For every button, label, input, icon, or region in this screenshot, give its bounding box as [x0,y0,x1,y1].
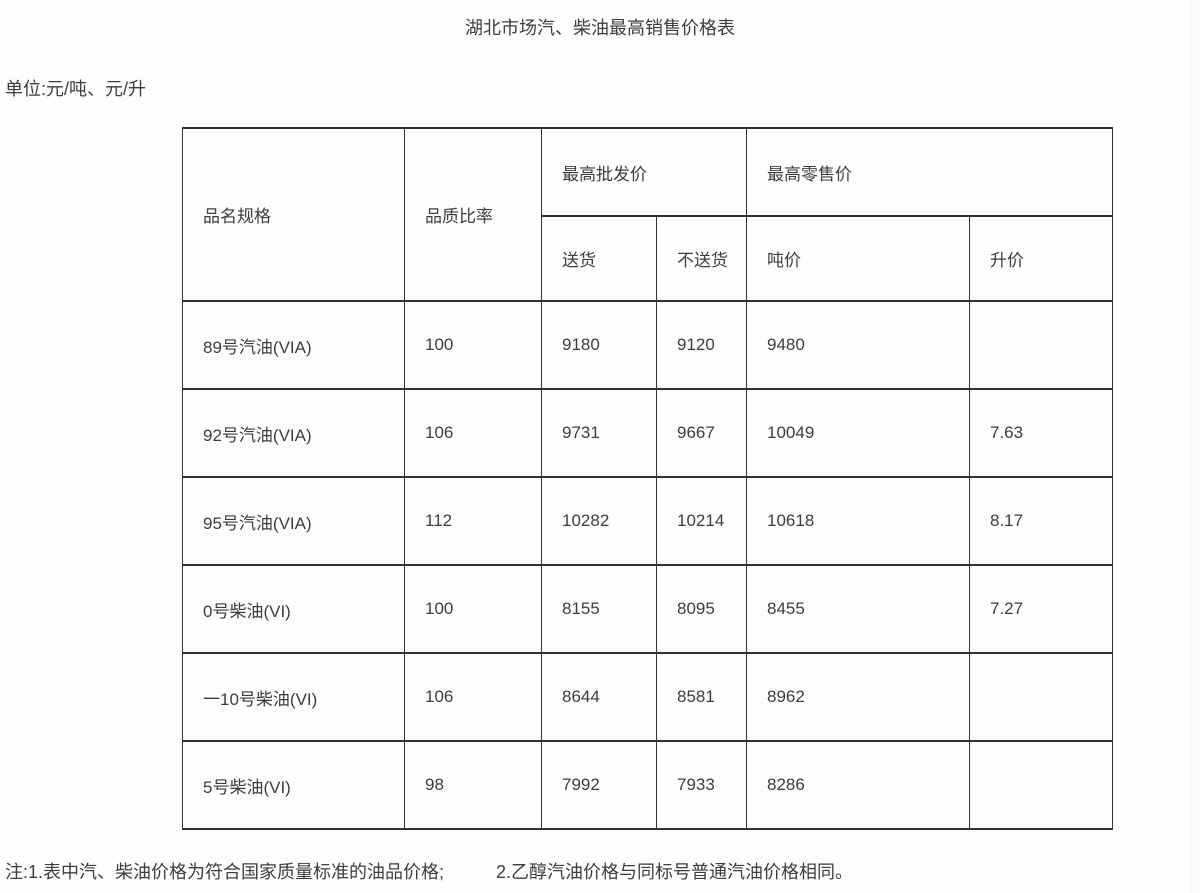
header-row-1: 品名规格 品质比率 最高批发价 最高零售价 [182,127,1113,302]
cell-wholesale-not-delivered: 7933 [656,740,747,830]
cell-wholesale-delivered: 8155 [541,564,657,654]
cell-wholesale-delivered: 9180 [541,300,657,390]
header-ton-price: 吨价 [746,215,970,302]
cell-wholesale-delivered: 7992 [541,740,657,830]
cell-retail-ton: 8286 [746,740,970,830]
table-body: 89号汽油(VIA) 100 9180 9120 9480 92号汽油(VIA)… [182,300,1113,830]
cell-quality-ratio: 100 [404,300,542,390]
table-row: 89号汽油(VIA) 100 9180 9120 9480 [182,300,1113,390]
table-row: 0号柴油(VI) 100 8155 8095 8455 7.27 [182,564,1113,654]
cell-quality-ratio: 106 [404,388,542,478]
header-max-retail: 最高零售价 [746,127,1113,217]
cell-wholesale-not-delivered: 10214 [656,476,747,566]
cell-product: 95号汽油(VIA) [182,476,405,566]
cell-quality-ratio: 100 [404,564,542,654]
cell-quality-ratio: 112 [404,476,542,566]
header-max-wholesale: 最高批发价 [541,127,747,217]
cell-wholesale-not-delivered: 9120 [656,300,747,390]
cell-product: 5号柴油(VI) [182,740,405,830]
price-table: 品名规格 品质比率 最高批发价 最高零售价 送货 不送货 吨价 升价 89号汽油… [182,127,1113,830]
footnote: 注:1.表中汽、柴油价格为符合国家质量标准的油品价格; 2.乙醇汽油价格与同标号普… [5,858,853,884]
cell-wholesale-delivered: 8644 [541,652,657,742]
cell-retail-ton: 8962 [746,652,970,742]
cell-wholesale-not-delivered: 8095 [656,564,747,654]
cell-retail-liter [969,652,1113,742]
cell-wholesale-not-delivered: 8581 [656,652,747,742]
cell-retail-ton: 10049 [746,388,970,478]
cell-retail-ton: 10618 [746,476,970,566]
header-row-2: 送货 不送货 吨价 升价 [183,215,1113,302]
cell-quality-ratio: 106 [404,652,542,742]
cell-product: 0号柴油(VI) [182,564,405,654]
table-row: 95号汽油(VIA) 112 10282 10214 10618 8.17 [182,476,1113,566]
header-not-delivered: 不送货 [656,215,747,302]
scrollbar[interactable] [1190,0,1200,893]
cell-retail-liter [969,740,1113,830]
unit-label: 单位:元/吨、元/升 [5,79,147,99]
cell-retail-ton: 8455 [746,564,970,654]
header-quality-ratio: 品质比率 [404,127,542,302]
cell-retail-liter: 7.63 [969,388,1113,478]
cell-product: 89号汽油(VIA) [182,300,405,390]
page-title: 湖北市场汽、柴油最高销售价格表 [465,18,735,38]
header-product: 品名规格 [182,127,405,302]
cell-retail-liter: 7.27 [969,564,1113,654]
cell-wholesale-not-delivered: 9667 [656,388,747,478]
table-row: 92号汽油(VIA) 106 9731 9667 10049 7.63 [182,388,1113,478]
cell-product: 一10号柴油(VI) [182,652,405,742]
cell-retail-ton: 9480 [746,300,970,390]
cell-quality-ratio: 98 [404,740,542,830]
header-liter-price: 升价 [969,215,1113,302]
table-row: 一10号柴油(VI) 106 8644 8581 8962 [182,652,1113,742]
table-row: 5号柴油(VI) 98 7992 7933 8286 [182,740,1113,830]
cell-retail-liter [969,300,1113,390]
table-header: 品名规格 品质比率 最高批发价 最高零售价 送货 不送货 吨价 升价 [182,127,1113,302]
footnote-part1: 注:1.表中汽、柴油价格为符合国家质量标准的油品价格; [5,862,445,882]
cell-product: 92号汽油(VIA) [182,388,405,478]
header-delivered: 送货 [541,215,657,302]
footnote-part2: 2.乙醇汽油价格与同标号普通汽油价格相同。 [496,862,854,882]
cell-wholesale-delivered: 10282 [541,476,657,566]
cell-wholesale-delivered: 9731 [541,388,657,478]
cell-retail-liter: 8.17 [969,476,1113,566]
